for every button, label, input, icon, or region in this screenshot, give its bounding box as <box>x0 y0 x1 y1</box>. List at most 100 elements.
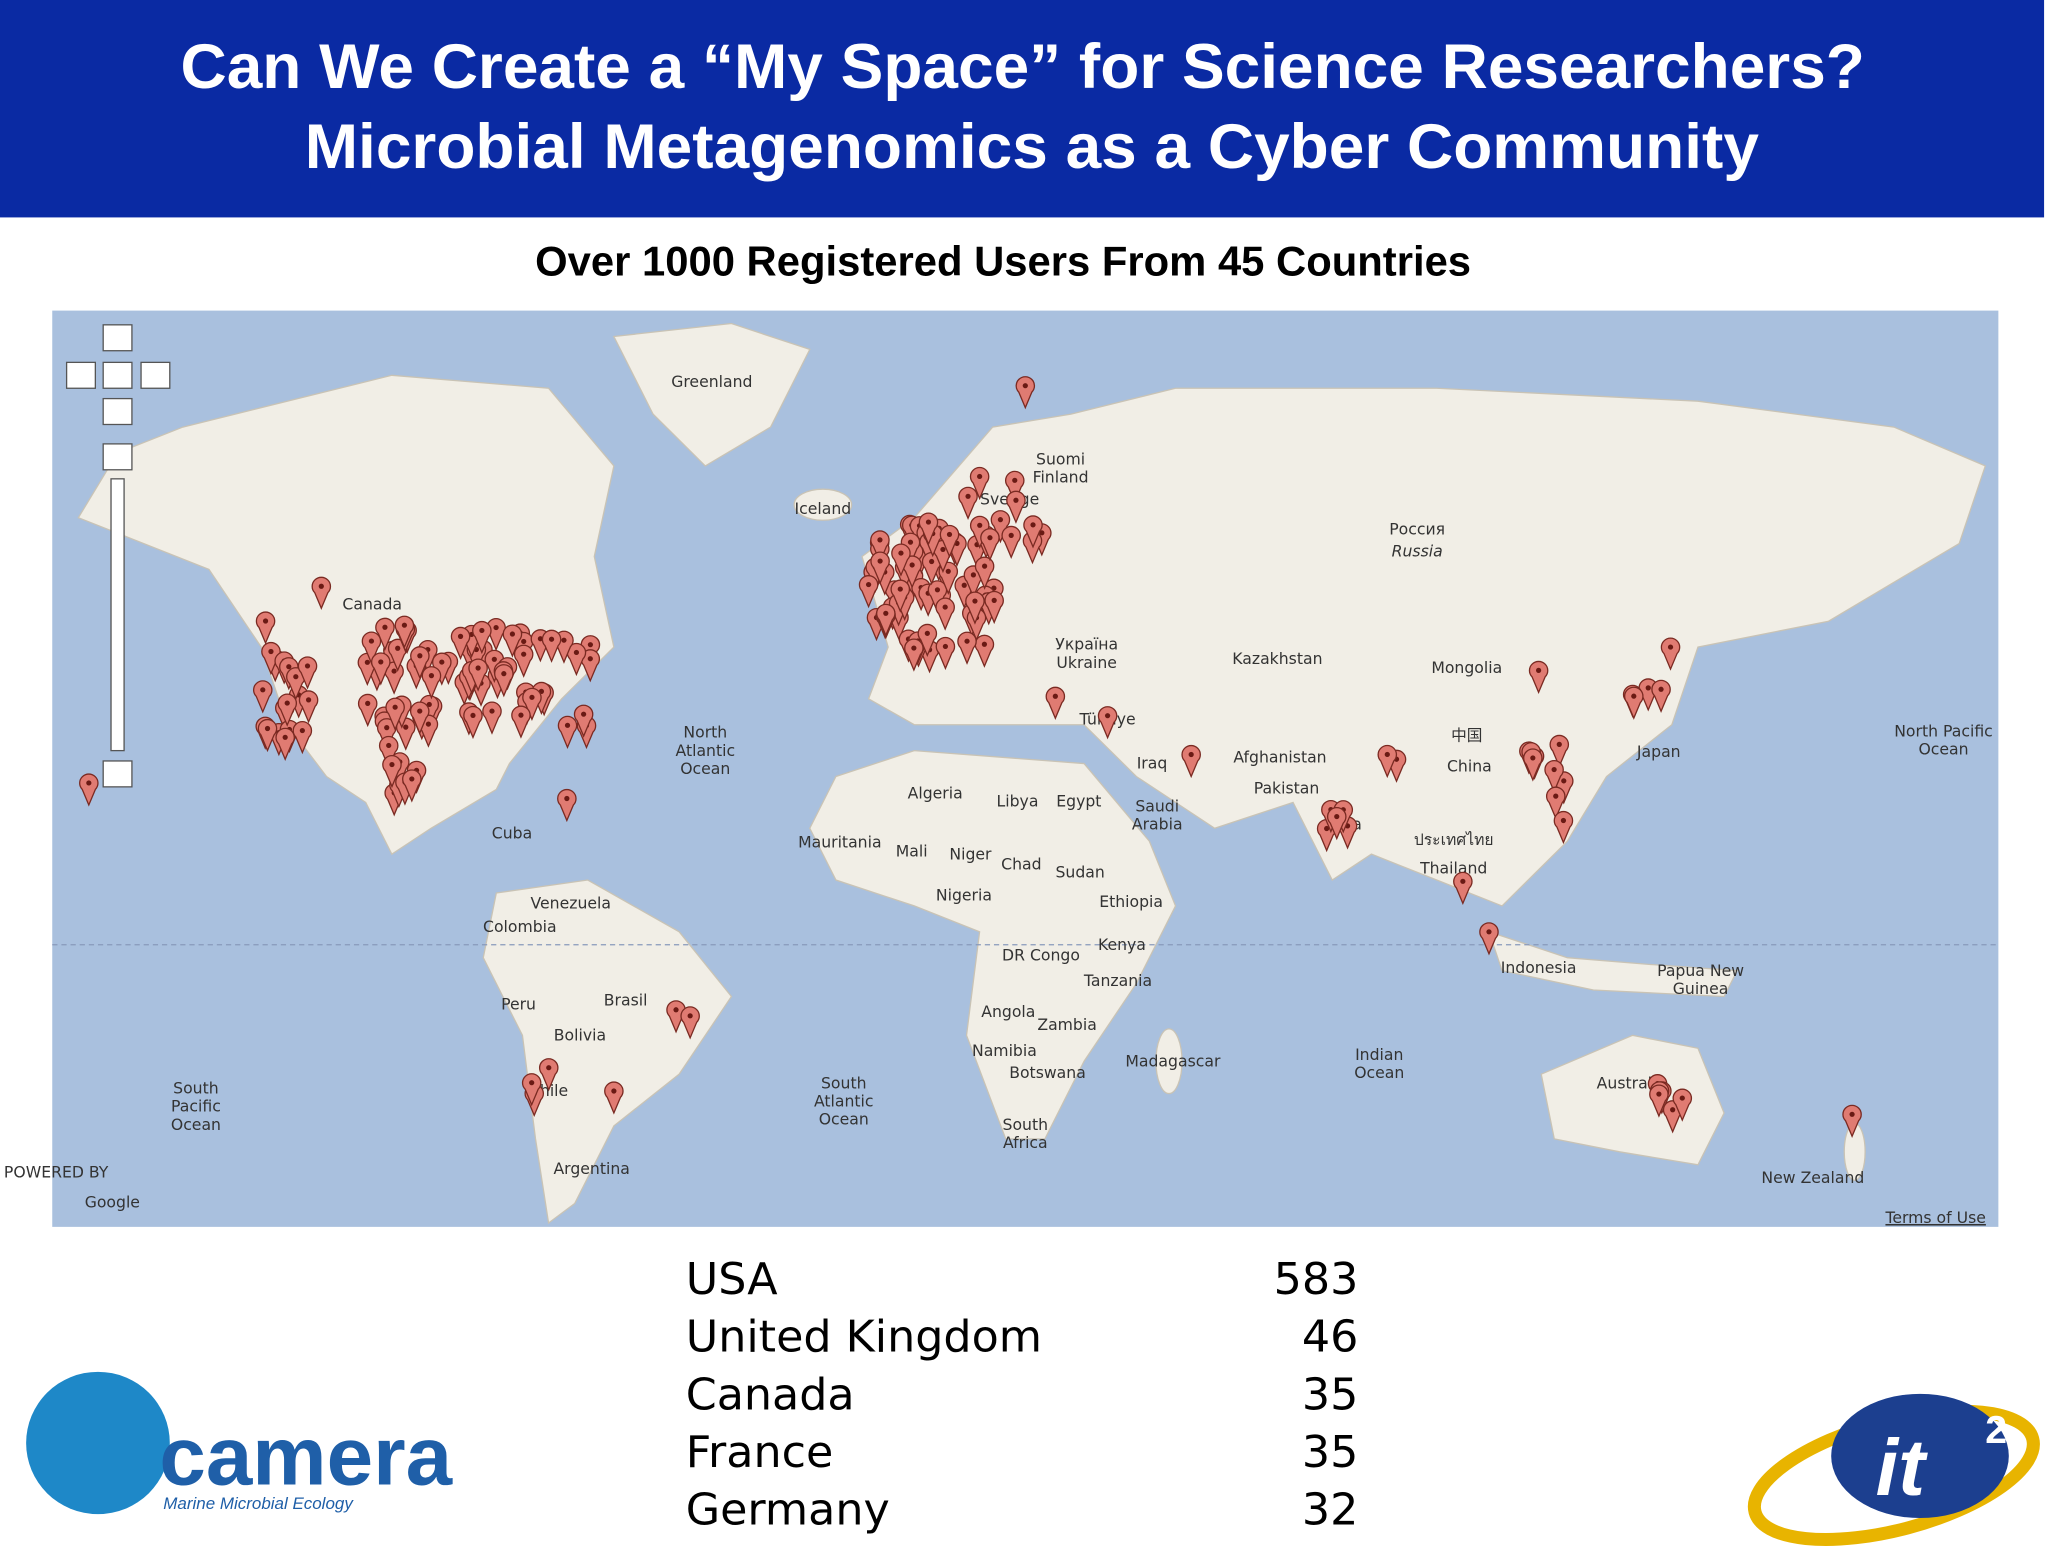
map-pin <box>1544 760 1564 794</box>
pin-dot <box>929 558 935 565</box>
map-pin <box>935 636 956 671</box>
map-pin <box>511 705 531 739</box>
map-pin <box>482 701 502 735</box>
map-pin <box>1181 745 1201 779</box>
map-pin <box>957 631 977 665</box>
map-pin <box>468 658 488 692</box>
pin-dot <box>1631 693 1637 699</box>
map-pin <box>378 735 399 770</box>
map-label: Algeria <box>908 785 963 803</box>
pin-dot <box>909 562 915 568</box>
map-label: Ethiopia <box>1099 893 1163 911</box>
map-pin <box>917 623 938 658</box>
it2-logo: it 2 <box>1747 1393 2040 1546</box>
map-label: South <box>821 1074 867 1092</box>
map-label: Atlantic <box>676 742 736 760</box>
pin-dot <box>1670 1107 1676 1113</box>
map-pin <box>1528 660 1549 695</box>
country-name: USA <box>686 1254 778 1305</box>
map-label: Thailand <box>1419 860 1487 878</box>
pin-dot <box>389 761 395 768</box>
country-name: United Kingdom <box>686 1312 1042 1363</box>
pin-dot <box>417 653 423 659</box>
map-pin <box>1649 1084 1669 1118</box>
pin-dot <box>1334 813 1340 820</box>
map-label: Angola <box>981 1003 1035 1021</box>
map-pin <box>79 773 99 807</box>
map-label: Pacific <box>171 1098 221 1116</box>
title-line: Can We Create a “My Space” for Science R… <box>181 31 1865 102</box>
pin-dot <box>489 708 495 714</box>
pin-dot <box>262 618 269 624</box>
pin-dot <box>521 651 527 657</box>
map-pin <box>292 721 313 755</box>
map-label: Indian <box>1355 1046 1403 1064</box>
zoom-control <box>65 324 171 788</box>
map-label: Ocean <box>680 760 730 778</box>
map <box>52 310 1999 1227</box>
map-label: Pakistan <box>1254 779 1320 797</box>
map-pin <box>1006 490 1026 524</box>
header-bar <box>0 0 2045 218</box>
map-pin <box>965 591 985 625</box>
pin-dot <box>268 648 274 655</box>
map-label: Chad <box>1001 856 1041 874</box>
pin-dot <box>991 597 997 603</box>
map-pin <box>1624 686 1644 720</box>
map-label: Bolivia <box>554 1027 606 1045</box>
pin-dot <box>907 539 914 545</box>
map-pin <box>1842 1104 1862 1138</box>
map-pin <box>980 528 1000 562</box>
pin-dot <box>401 622 408 628</box>
pin-dot <box>924 630 930 636</box>
map-label: Afghanistan <box>1233 748 1326 766</box>
map-label: Indonesia <box>1501 959 1577 977</box>
country-table: USA 583 United Kingdom 46 Canada 35 France 35 Ge… <box>686 1254 1359 1535</box>
map-label: Venezuela <box>531 895 611 913</box>
map-pin <box>557 715 578 750</box>
map-pin <box>450 626 471 661</box>
pin-dot <box>1553 793 1559 799</box>
subtitle: Over 1000 Registered Users From 45 Count… <box>535 238 1471 285</box>
pin-dot <box>1013 497 1019 503</box>
map-label: Ukraine <box>1056 654 1117 672</box>
pin-dot <box>1039 530 1045 536</box>
map-label: Africa <box>1003 1134 1048 1152</box>
map-pin <box>387 638 408 672</box>
pin-dot <box>1679 1095 1685 1101</box>
map-pin <box>969 466 990 501</box>
pin-dot <box>883 610 889 616</box>
pin-dot <box>417 708 423 714</box>
map-label: 中国 <box>1451 726 1482 744</box>
map-label: Ocean <box>1918 741 1968 759</box>
map-label: New Zealand <box>1761 1169 1864 1187</box>
map-pin <box>402 769 422 803</box>
map-pin <box>1651 679 1671 713</box>
pin-dot <box>384 725 390 731</box>
map-pin <box>1660 637 1681 671</box>
pin-dot <box>1012 477 1018 483</box>
map-label: Kazakhstan <box>1232 650 1322 668</box>
map-pin <box>1326 807 1347 841</box>
map-pin <box>494 664 514 698</box>
pin-dot <box>391 668 397 674</box>
map-label: Brasil <box>604 992 648 1010</box>
pin-dot <box>1560 817 1567 824</box>
map-label: Iraq <box>1137 755 1168 773</box>
pin-dot <box>501 671 507 677</box>
pin-dot <box>428 673 435 679</box>
pin-dot <box>479 627 485 634</box>
map-label: Mauritania <box>798 834 881 852</box>
country-name: Canada <box>686 1370 855 1421</box>
map-pins <box>79 376 1862 1138</box>
map-label: Egypt <box>1056 792 1101 810</box>
map-label: Zambia <box>1037 1016 1096 1034</box>
pin-dot <box>382 624 388 630</box>
pin-dot <box>426 701 432 708</box>
pin-dot <box>611 1088 617 1094</box>
it-sup: 2 <box>1985 1409 2007 1452</box>
map-label: Namibia <box>972 1042 1037 1060</box>
pin-dot <box>1645 685 1651 691</box>
map-label: Україна <box>1055 636 1118 654</box>
map-pin <box>522 687 542 722</box>
